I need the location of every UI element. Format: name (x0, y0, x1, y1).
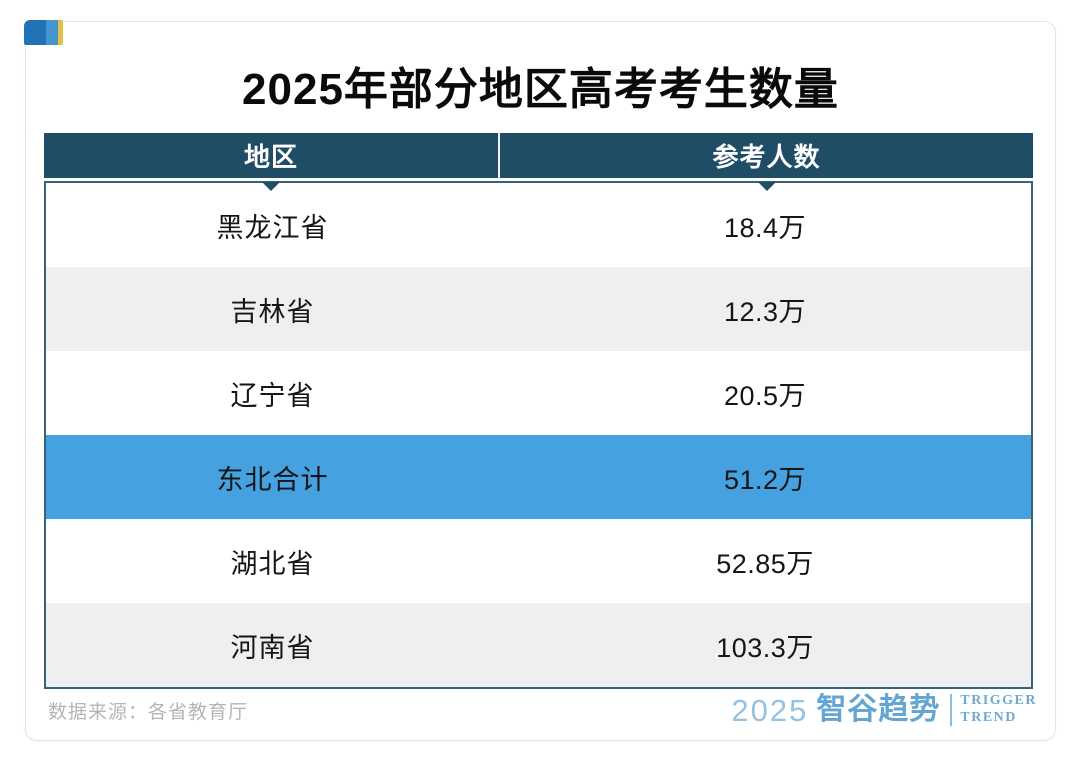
region-cell: 黑龙江省 (216, 212, 329, 243)
logo-brand-name: 智谷趋势 (816, 693, 941, 726)
table-row: 湖北省 52.85万 (46, 519, 1031, 603)
region-cell: 东北合计 (216, 464, 329, 495)
header-pointer-triangle-icon (262, 182, 281, 191)
value-cell: 12.3万 (724, 296, 807, 327)
table-body: 黑龙江省 18.4万 吉林省 12.3万 辽宁省 20.5万 东北合计 51.2… (44, 181, 1033, 689)
region-cell: 吉林省 (230, 296, 315, 327)
table-header-row: 地区 参考人数 (44, 133, 1033, 191)
table-row: 辽宁省 20.5万 (46, 351, 1031, 435)
mark-stripe-yellow (58, 20, 63, 45)
data-source-text: 数据来源：各省教育厅 (48, 701, 249, 723)
value-cell: 52.85万 (716, 548, 814, 579)
footer: 数据来源：各省教育厅 2025 智谷趋势 TRIGGER TREND (48, 689, 1037, 731)
data-table: 地区 参考人数 黑龙江省 18.4万 吉林省 12.3万 辽宁省 20.5万 (44, 133, 1033, 689)
logo-tagline-line2: TREND (960, 710, 1017, 725)
infographic-card: 2025年部分地区高考考生数量 地区 参考人数 黑龙江省 18.4万 吉林省 1… (25, 21, 1056, 741)
logo-tagline: TRIGGER TREND (960, 693, 1037, 727)
column-header-region: 地区 (44, 133, 498, 191)
logo-tagline-line1: TRIGGER (960, 693, 1037, 709)
value-cell: 103.3万 (716, 632, 814, 663)
page-title: 2025年部分地区高考考生数量 (242, 65, 839, 114)
region-cell: 辽宁省 (230, 380, 315, 411)
column-header-count: 参考人数 (498, 133, 1033, 191)
corner-brand-mark (24, 20, 63, 45)
mark-stripe-light-blue (46, 20, 58, 45)
table-row: 黑龙江省 18.4万 (46, 183, 1031, 267)
logo-divider-line (950, 694, 953, 726)
value-cell: 20.5万 (724, 380, 807, 411)
logo-year-text: 2025 (731, 692, 809, 728)
column-header-region-label: 地区 (244, 142, 299, 172)
column-header-count-label: 参考人数 (712, 142, 821, 172)
region-cell: 湖北省 (230, 548, 315, 579)
brand-logo: 2025 智谷趋势 TRIGGER TREND (731, 693, 1037, 727)
region-cell: 河南省 (230, 632, 315, 663)
header-pointer-triangle-icon (757, 182, 776, 191)
value-cell: 18.4万 (724, 212, 807, 243)
table-row: 吉林省 12.3万 (46, 267, 1031, 351)
mark-stripe-dark-blue (24, 20, 46, 45)
value-cell: 51.2万 (724, 464, 807, 495)
table-row: 河南省 103.3万 (46, 603, 1031, 687)
table-row-highlighted: 东北合计 51.2万 (46, 435, 1031, 519)
